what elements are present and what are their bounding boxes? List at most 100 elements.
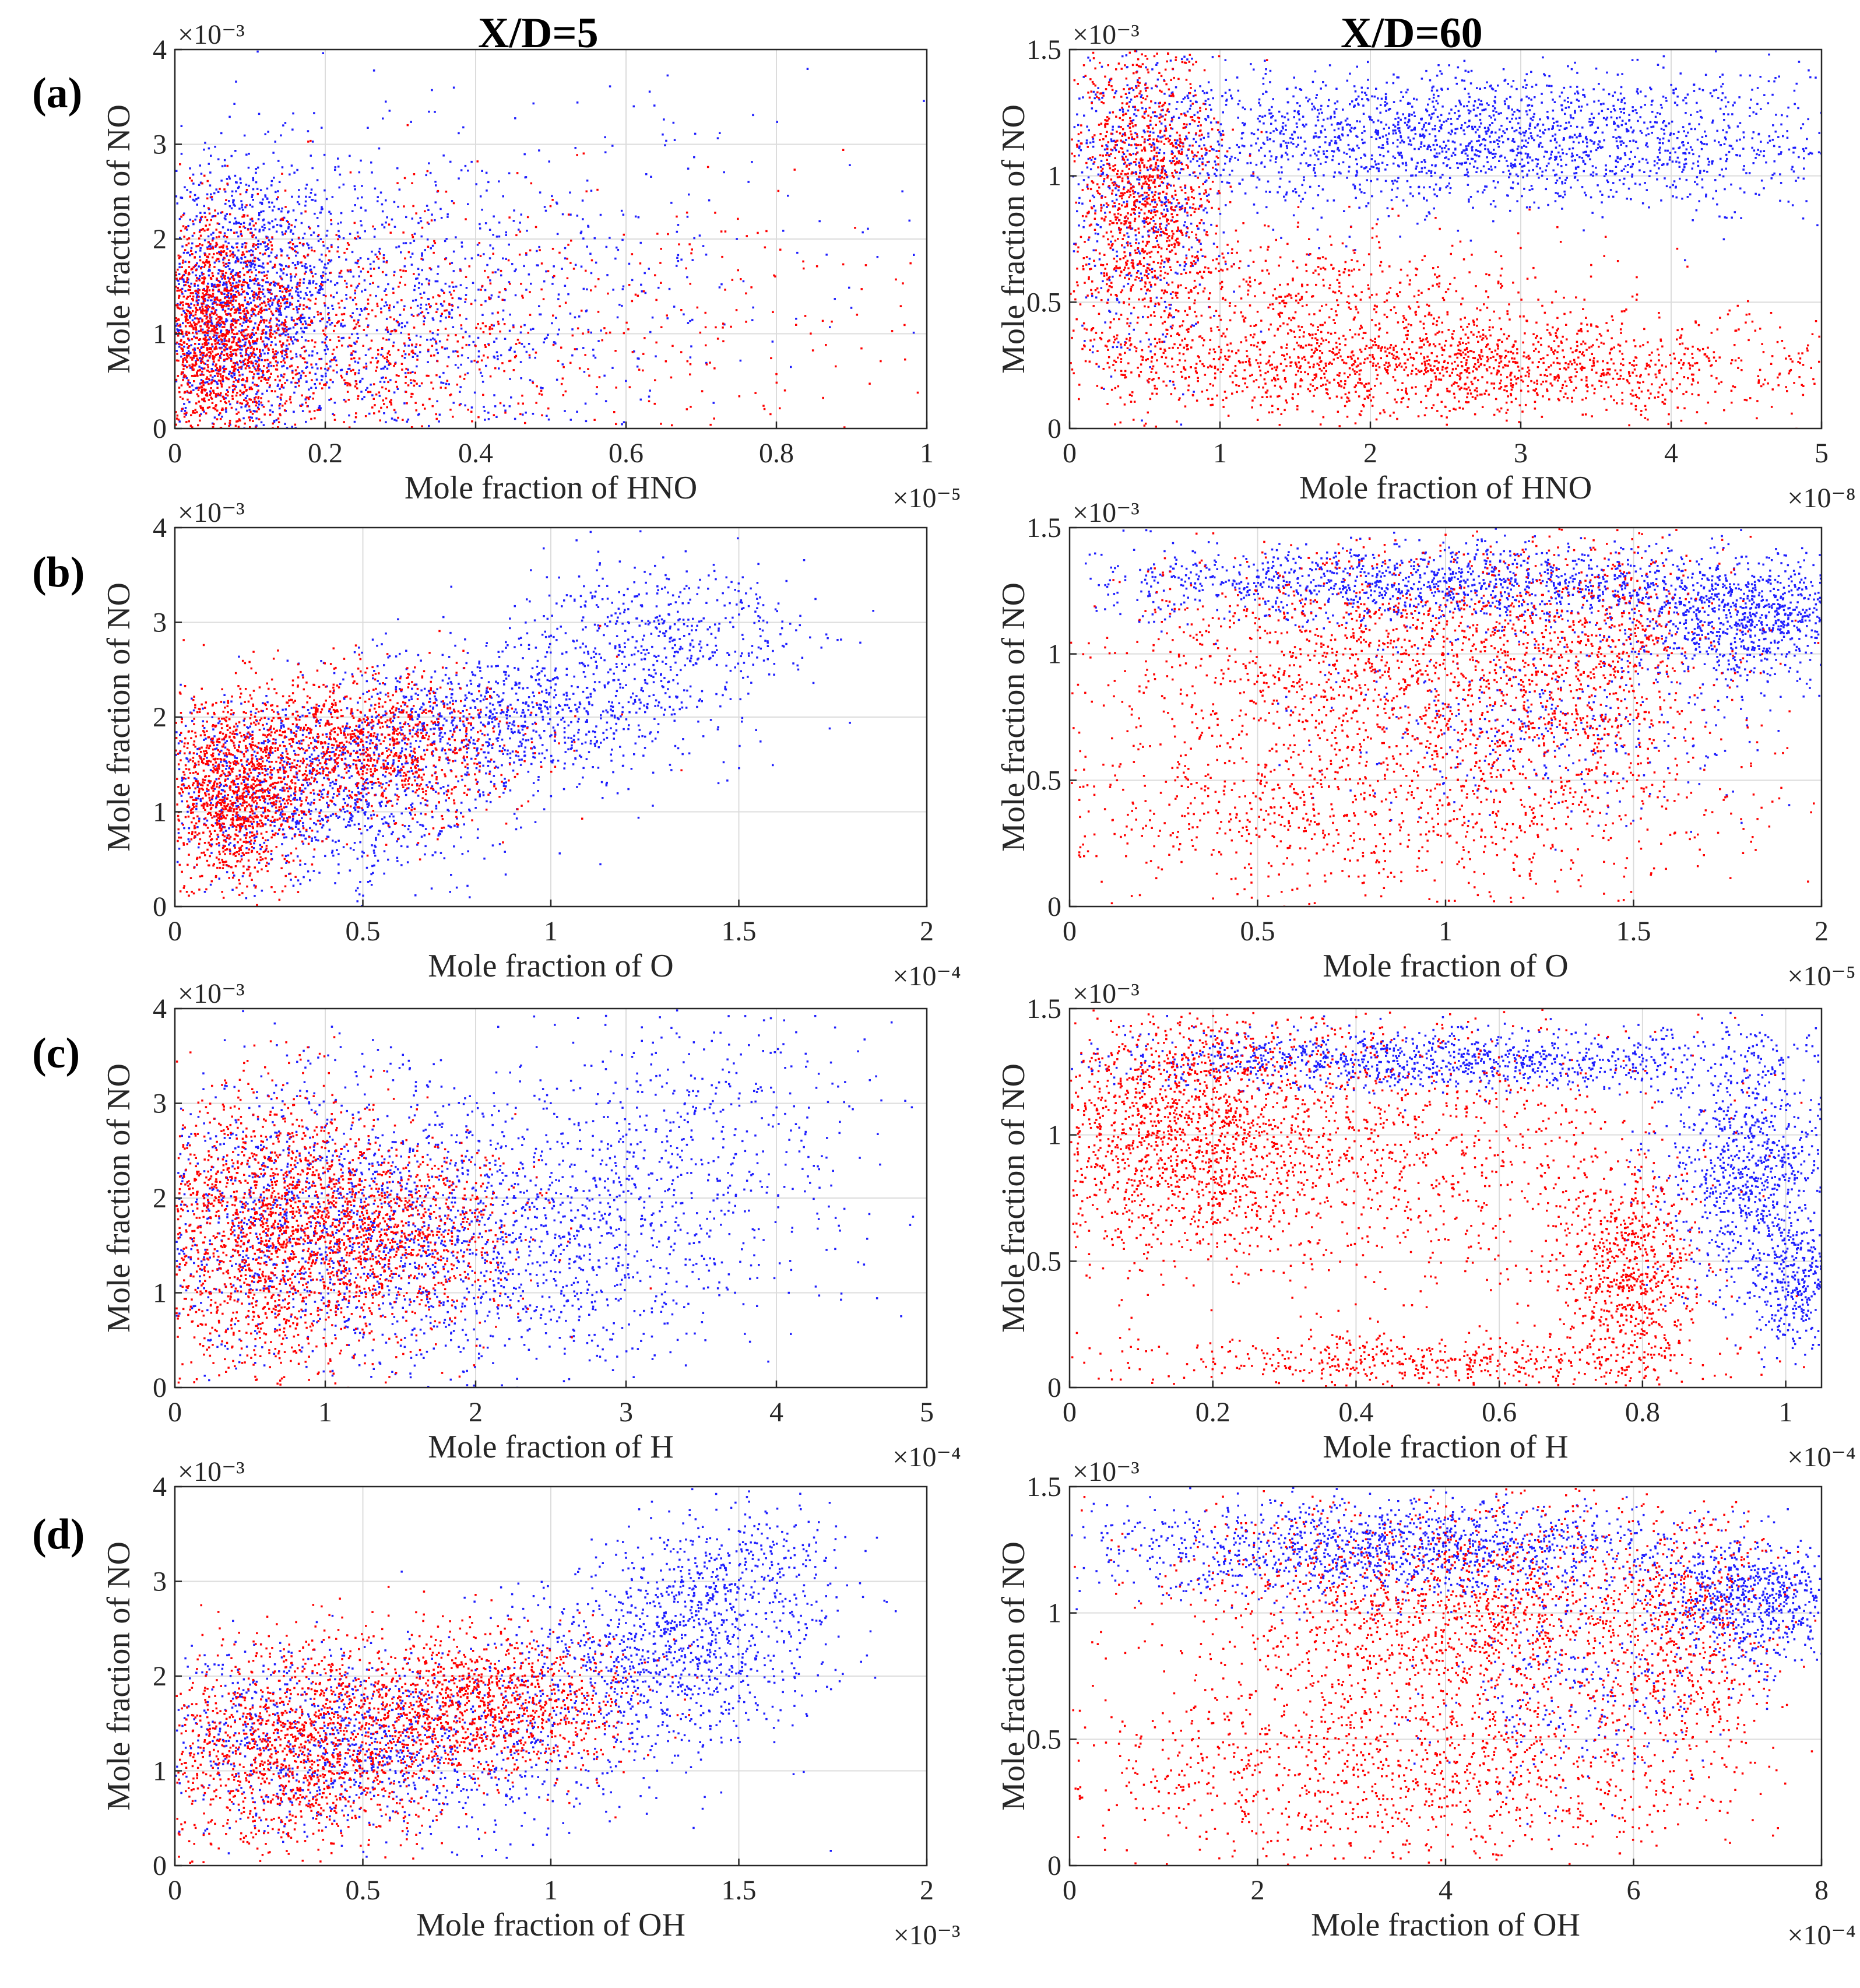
scatter-point bbox=[370, 339, 373, 342]
scatter-point bbox=[471, 420, 473, 423]
scatter-point bbox=[257, 257, 259, 260]
scatter-point bbox=[638, 368, 641, 371]
scatter-point bbox=[185, 297, 188, 300]
scatter-point bbox=[365, 367, 368, 370]
scatter-point bbox=[318, 406, 320, 409]
scatter-point bbox=[357, 235, 360, 238]
scatter-point bbox=[388, 307, 391, 310]
scatter-point bbox=[569, 213, 572, 216]
scatter-point bbox=[424, 210, 426, 213]
scatter-point bbox=[412, 300, 414, 302]
scatter-point bbox=[234, 319, 237, 322]
scatter-point bbox=[227, 265, 230, 268]
scatter-point bbox=[329, 260, 332, 263]
scatter-point bbox=[198, 330, 200, 332]
scatter-point bbox=[1158, 152, 1161, 154]
scatter-point bbox=[262, 253, 264, 256]
scatter-point bbox=[1709, 92, 1712, 94]
scatter-point bbox=[263, 227, 266, 229]
scatter-point bbox=[235, 190, 237, 192]
scatter-point bbox=[1725, 153, 1728, 156]
scatter-point bbox=[645, 173, 648, 175]
scatter-point bbox=[228, 280, 230, 283]
scatter-point bbox=[441, 346, 444, 349]
scatter-point bbox=[1690, 128, 1693, 131]
scatter-point bbox=[296, 305, 298, 308]
scatter-point bbox=[1636, 58, 1639, 61]
scatter-point bbox=[689, 356, 692, 359]
scatter-point bbox=[343, 251, 346, 254]
scatter-point bbox=[186, 277, 189, 279]
scatter-point bbox=[275, 356, 277, 359]
scatter-point bbox=[417, 413, 420, 416]
scatter-point bbox=[207, 256, 209, 258]
scatter-point bbox=[175, 320, 178, 322]
scatter-point bbox=[367, 258, 370, 260]
scatter-point bbox=[377, 360, 379, 363]
scatter-point bbox=[365, 308, 368, 310]
scatter-point bbox=[308, 226, 310, 229]
scatter-point bbox=[181, 363, 184, 366]
scatter-point bbox=[578, 315, 581, 318]
scatter-point bbox=[1469, 162, 1471, 165]
scatter-point bbox=[268, 321, 271, 324]
scatter-point bbox=[1564, 113, 1566, 115]
scatter-point bbox=[230, 350, 232, 353]
scatter-point bbox=[224, 368, 227, 371]
scatter-point bbox=[382, 376, 384, 379]
scatter-point bbox=[1686, 93, 1689, 96]
scatter-point bbox=[307, 396, 310, 399]
scatter-point bbox=[234, 336, 237, 339]
scatter-point bbox=[470, 303, 473, 305]
scatter-point bbox=[209, 351, 211, 353]
scatter-point bbox=[208, 163, 210, 165]
scatter-point bbox=[322, 271, 325, 273]
scatter-point bbox=[670, 376, 673, 379]
scatter-point bbox=[211, 379, 213, 381]
scatter-point bbox=[206, 334, 209, 336]
scatter-point bbox=[1721, 92, 1724, 94]
scatter-point bbox=[389, 333, 392, 335]
scatter-point bbox=[1391, 188, 1393, 191]
scatter-point bbox=[259, 243, 262, 245]
scatter-point bbox=[231, 398, 234, 400]
scatter-point bbox=[434, 111, 436, 113]
scatter-point bbox=[523, 345, 526, 348]
scatter-point bbox=[460, 241, 463, 244]
scatter-point bbox=[271, 312, 273, 315]
scatter-point bbox=[210, 310, 213, 313]
scatter-point bbox=[212, 363, 215, 366]
scatter-point bbox=[477, 289, 480, 291]
scatter-point bbox=[282, 286, 284, 288]
scatter-point bbox=[374, 187, 377, 190]
scatter-point bbox=[326, 348, 329, 350]
scatter-point bbox=[329, 365, 332, 368]
scatter-point bbox=[1517, 122, 1520, 125]
scatter-point bbox=[705, 363, 708, 366]
scatter-point bbox=[229, 250, 231, 252]
scatter-point bbox=[310, 319, 313, 322]
scatter-point bbox=[306, 405, 308, 408]
scatter-point bbox=[235, 246, 238, 248]
scatter-point bbox=[196, 262, 198, 265]
scatter-point bbox=[648, 395, 651, 398]
scatter-point bbox=[1076, 113, 1078, 115]
scatter-point bbox=[263, 241, 266, 244]
scatter-point bbox=[352, 275, 355, 278]
scatter-point bbox=[205, 332, 208, 334]
scatter-point bbox=[287, 328, 290, 330]
scatter-point bbox=[1760, 108, 1762, 110]
scatter-point bbox=[247, 325, 249, 328]
scatter-point bbox=[245, 242, 248, 245]
scatter-point bbox=[1334, 136, 1336, 138]
scatter-point bbox=[1528, 206, 1531, 209]
scatter-point bbox=[380, 311, 382, 314]
scatter-point bbox=[334, 168, 336, 171]
scatter-point bbox=[303, 371, 305, 374]
scatter-point bbox=[292, 326, 295, 329]
scatter-point bbox=[198, 265, 200, 268]
scatter-point bbox=[328, 250, 330, 252]
scatter-point bbox=[521, 343, 523, 345]
scatter-point bbox=[458, 177, 460, 180]
scatter-point bbox=[249, 347, 252, 350]
